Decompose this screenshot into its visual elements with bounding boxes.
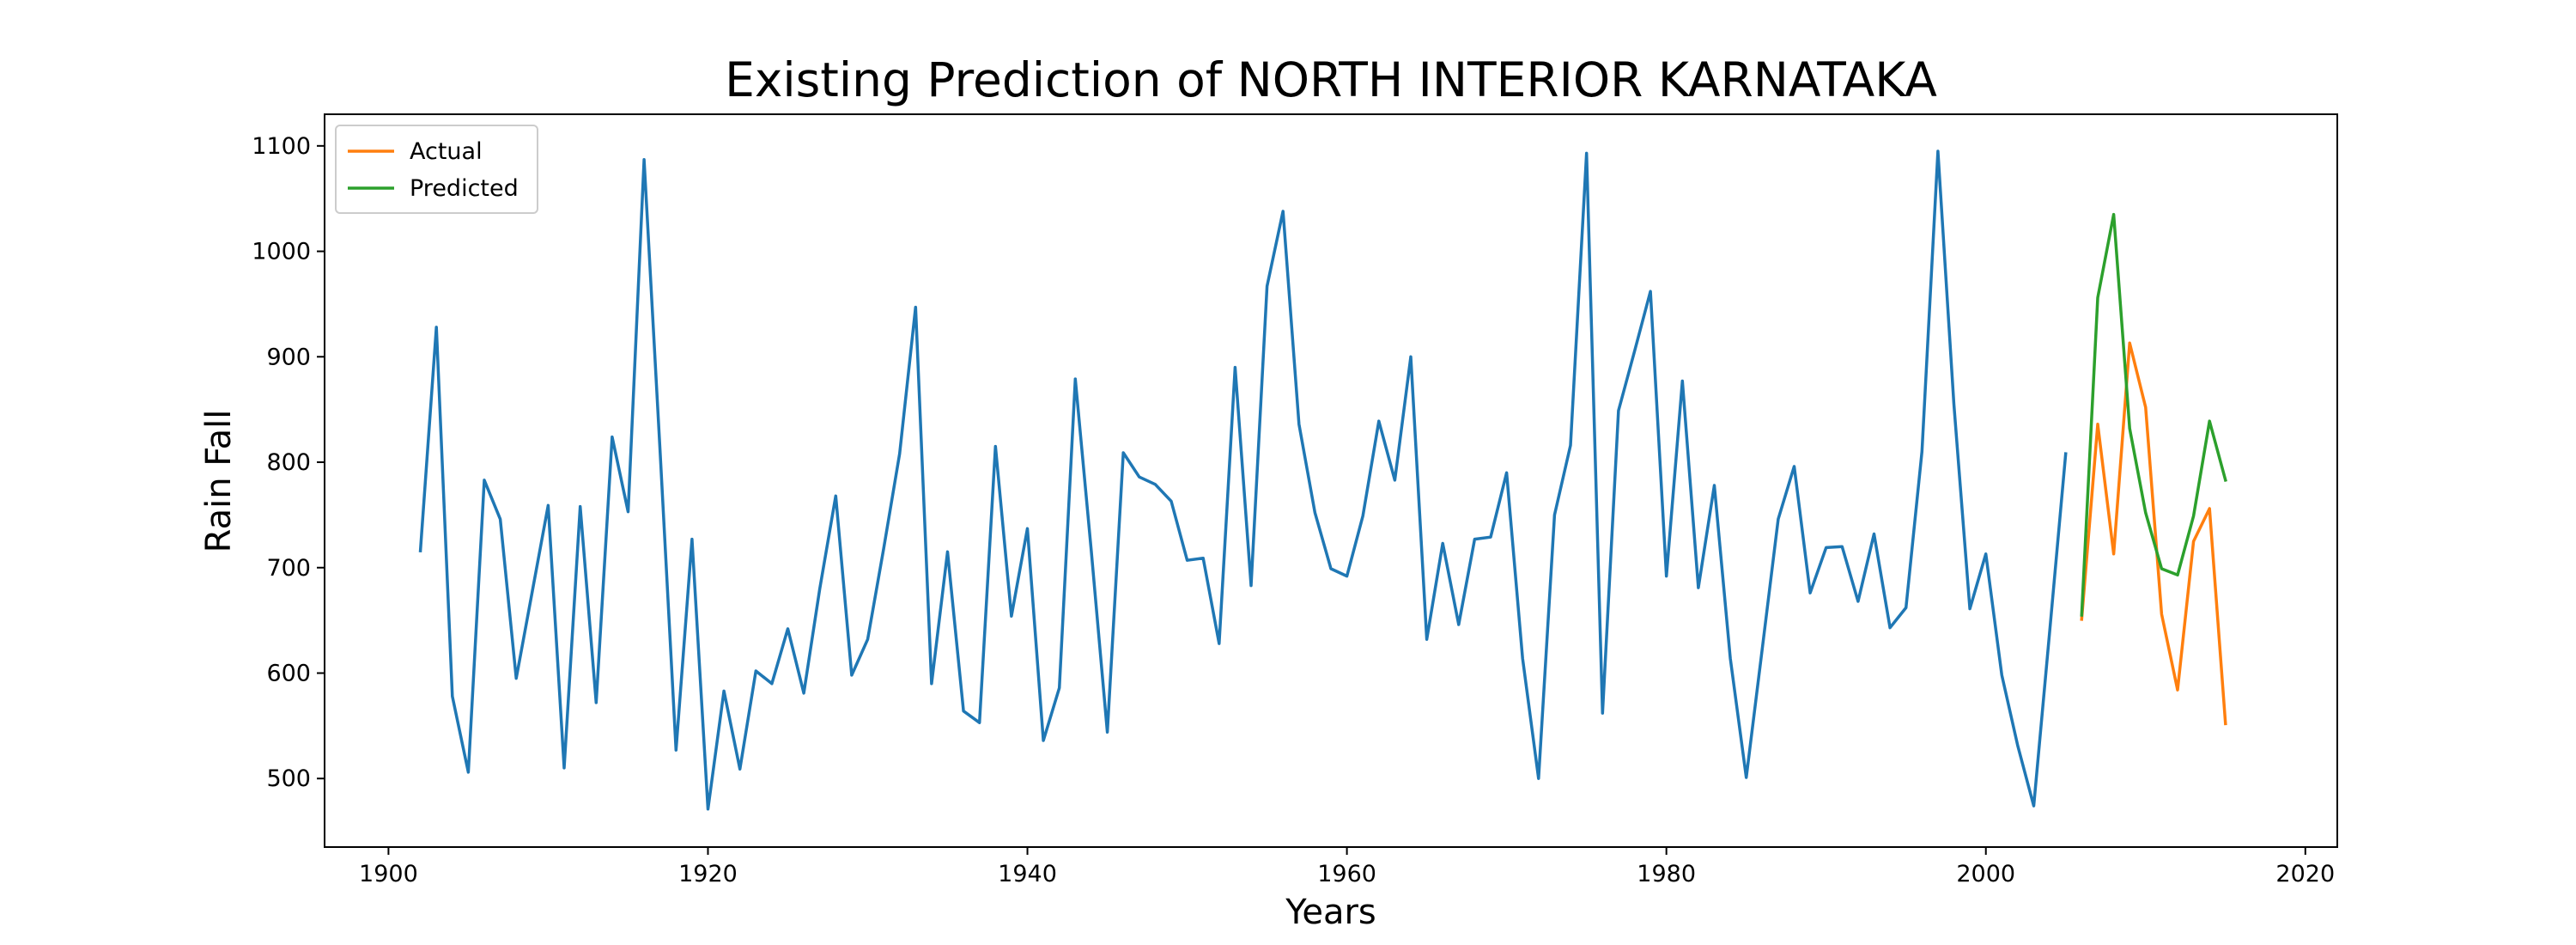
y-tick-label: 500 [266, 765, 311, 792]
series-layer [418, 149, 2227, 811]
y-tick-label: 800 [266, 449, 311, 476]
x-tick-label: 1960 [1317, 861, 1376, 887]
series-line-historical [418, 149, 2068, 811]
y-tick-label: 1000 [252, 239, 311, 265]
y-tick-label: 900 [266, 344, 311, 370]
legend-label-predicted: Predicted [410, 175, 519, 202]
x-tick-label: 1980 [1637, 861, 1696, 887]
y-tick-label: 600 [266, 660, 311, 686]
x-tick-label: 1900 [359, 861, 418, 887]
axes-layer: 1900 1920 1940 1960 1980 2000 2020 500 600 700 800… [252, 113, 2338, 887]
x-axis-label: Years [1285, 893, 1376, 932]
x-tick-label: 2000 [1956, 861, 2015, 887]
plot-frame [324, 113, 2338, 848]
legend-label-actual: Actual [410, 138, 483, 165]
legend: Actual Predicted [335, 125, 538, 214]
series-line-actual [2080, 341, 2227, 726]
x-tick-label: 1920 [678, 861, 738, 887]
x-tick-label: 2020 [2275, 861, 2335, 887]
y-axis-label: Rain Fall [199, 410, 239, 553]
y-tick-label: 700 [266, 555, 311, 582]
y-tick-label: 1100 [252, 133, 311, 160]
legend-box [335, 125, 538, 214]
chart-title: Existing Prediction of NORTH INTERIOR KA… [725, 52, 1937, 107]
x-tick-label: 1940 [998, 861, 1057, 887]
series-line-predicted [2080, 212, 2227, 617]
